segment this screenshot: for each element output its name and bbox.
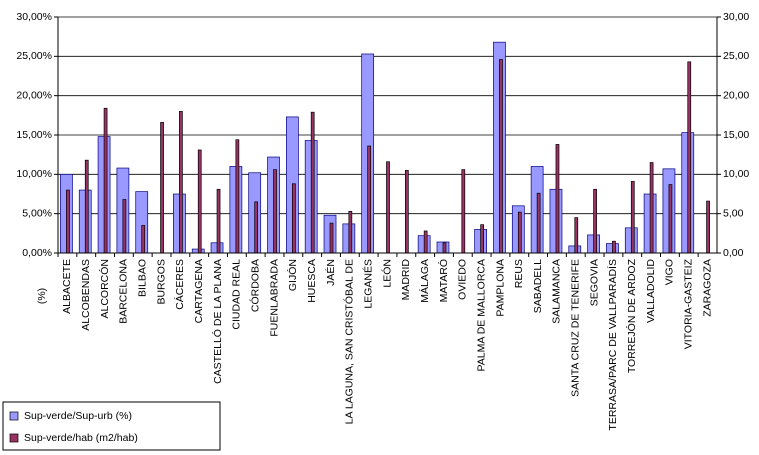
thin-bar xyxy=(461,169,466,254)
x-tick-label: TERRASA/PARC DE VALLPARADÍS xyxy=(606,259,619,431)
x-tick-label: FUENLABRADA xyxy=(268,259,280,337)
thin-bar xyxy=(649,162,654,254)
thin-bar xyxy=(141,225,146,254)
thin-bar xyxy=(103,107,108,254)
thin-bar xyxy=(254,201,259,254)
thin-bar xyxy=(612,240,616,254)
legend-label: Sup-verde/Sup-urb (%) xyxy=(24,410,132,422)
thin-bar xyxy=(235,139,240,254)
y-axis-label: (%) xyxy=(36,288,48,304)
y-tick-label: 5,00% xyxy=(22,207,52,219)
legend-label: Sup-verde/hab (m2/hab) xyxy=(24,432,138,444)
y2-tick-label: 5,00 xyxy=(723,207,744,219)
y-tick-label: 20,00% xyxy=(16,89,52,101)
x-tick-label: PAMPLONA xyxy=(494,259,506,317)
thin-bar xyxy=(216,188,221,254)
thin-bar xyxy=(386,161,390,254)
x-tick-label: CASTELLÓ DE LA PLANA xyxy=(211,259,224,384)
x-tick-label: BARCELONA xyxy=(118,259,130,324)
thin-bar xyxy=(555,144,560,254)
x-tick-label: SEGOVIA xyxy=(588,259,600,306)
y2-tick-label: 10,00 xyxy=(723,168,749,180)
y2-tick-label: 25,00 xyxy=(723,50,749,62)
x-tick-label: CÁCERES xyxy=(173,259,186,310)
thin-bar xyxy=(197,149,202,254)
x-tick-label: ALCOBENDAS xyxy=(80,259,92,331)
x-tick-label: VIGO xyxy=(664,259,676,285)
thin-bar xyxy=(122,199,127,254)
y2-tick-label: 0,00 xyxy=(723,247,744,259)
thin-bar xyxy=(348,210,353,254)
thin-bar xyxy=(310,111,315,254)
y2-tick-label: 30,00 xyxy=(723,11,749,23)
thin-bar xyxy=(160,122,164,254)
x-tick-label: SANTA CRUZ DE TENERIFE xyxy=(570,259,582,397)
y-tick-label: 15,00% xyxy=(16,129,52,141)
thin-bar xyxy=(593,188,597,254)
y-tick-label: 30,00% xyxy=(16,11,52,23)
x-tick-label: LEGANÉS xyxy=(361,259,374,309)
thin-bar xyxy=(273,169,277,254)
x-tick-label: CÓRDOBA xyxy=(248,259,261,312)
x-tick-label: BURGOS xyxy=(155,259,167,305)
thin-bar xyxy=(706,200,710,254)
x-tick-label: VITORIA-GASTEIZ xyxy=(683,258,695,349)
x-tick-label: ALCORCÓN xyxy=(98,259,111,319)
thin-bar xyxy=(574,217,579,254)
thin-bar xyxy=(179,111,183,254)
thin-bar xyxy=(84,159,89,254)
thin-bar xyxy=(292,183,296,254)
x-tick-label: HUESCA xyxy=(306,259,318,303)
x-tick-label: PALMA DE MALLORCA xyxy=(475,259,487,371)
x-tick-label: ALBACETE xyxy=(61,259,73,314)
thin-bar xyxy=(367,145,372,254)
x-tick-label: OVIEDO xyxy=(457,259,469,300)
x-tick-label: SABADELL xyxy=(532,259,544,313)
thin-bar xyxy=(687,61,692,254)
x-tick-label: GIJÓN xyxy=(286,259,299,291)
x-tick-label: LEÓN xyxy=(380,259,393,288)
y-tick-label: 10,00% xyxy=(16,168,52,180)
x-tick-label: MÁLAGA xyxy=(418,259,431,303)
x-tick-label: TORREJÓN DE ARDOZ xyxy=(625,258,638,373)
thin-bar xyxy=(536,192,541,254)
x-tick-label: MADRID xyxy=(400,259,412,301)
x-tick-label: JAÉN xyxy=(324,259,337,286)
x-tick-label: CIUDAD REAL xyxy=(231,259,243,330)
y-tick-label: 25,00% xyxy=(16,50,52,62)
thin-bar xyxy=(630,181,635,254)
thin-bar xyxy=(668,184,673,254)
legend-swatch xyxy=(9,411,19,421)
x-tick-label: LA LAGUNA, SAN CRISTÓBAL DE xyxy=(343,259,356,424)
thin-bar xyxy=(423,230,428,254)
x-tick-label: REUS xyxy=(513,259,525,288)
legend-swatch xyxy=(9,433,19,443)
x-tick-label: BILBAO xyxy=(137,259,149,297)
x-tick-label: ZARAGOZA xyxy=(701,259,713,317)
y-tick-label: 0,00% xyxy=(22,247,52,259)
x-tick-label: SALAMANCA xyxy=(551,259,563,324)
x-tick-label: MATARÓ xyxy=(437,259,450,302)
thin-bar xyxy=(480,224,484,254)
y2-tick-label: 20,00 xyxy=(723,89,749,101)
y2-tick-label: 15,00 xyxy=(723,129,749,141)
x-tick-label: VALLADOLID xyxy=(645,259,657,323)
legend-box xyxy=(2,401,221,451)
x-tick-label: CARTAGENA xyxy=(193,259,205,323)
thin-bar xyxy=(404,170,409,254)
thin-bar xyxy=(442,242,447,254)
thin-bar xyxy=(329,222,334,254)
thin-bar xyxy=(517,211,522,254)
thin-bar xyxy=(499,59,503,254)
thin-bar xyxy=(66,189,70,254)
